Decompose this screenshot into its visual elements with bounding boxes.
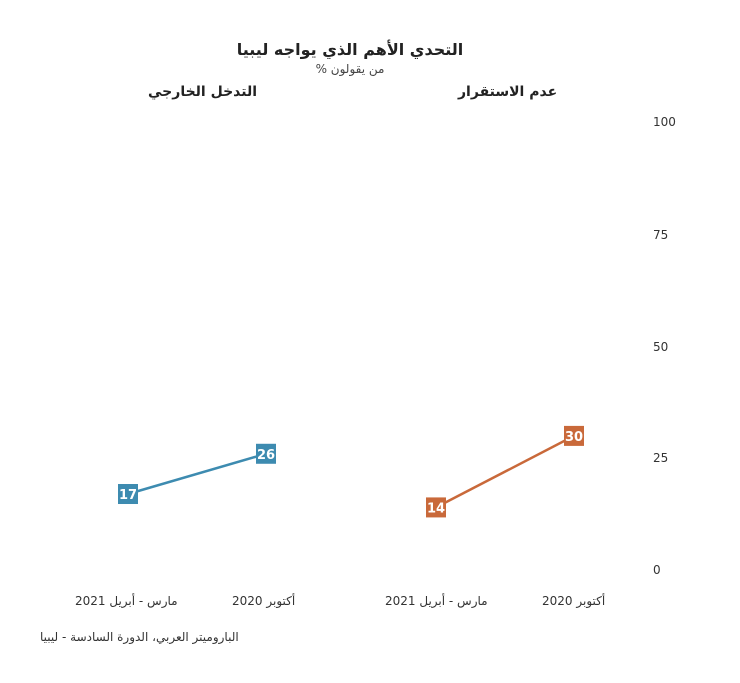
series-line — [127, 452, 267, 496]
data-point-marker — [118, 484, 138, 505]
y-tick-label: 50 — [653, 340, 669, 354]
x-tick-label: أكتوبر 2020 — [232, 594, 296, 608]
source-note: الباروميتر العربي، الدورة السادسة - ليبي… — [40, 630, 239, 644]
chart-title: التحدي الأهم الذي يواجه ليبيا — [236, 40, 464, 59]
data-label: 26 — [257, 448, 275, 463]
x-tick-label: مارس - أبريل 2021 — [385, 594, 488, 608]
data-label: 14 — [427, 501, 445, 516]
data-point-marker — [564, 425, 584, 446]
data-label: 30 — [565, 430, 583, 445]
panel-title-foreign-intervention: التدخل الخارجي — [148, 84, 258, 100]
series-line — [435, 434, 575, 509]
chart-subtitle: % من يقولون — [315, 62, 385, 76]
y-tick-label: 75 — [653, 228, 669, 242]
x-tick-label: أكتوبر 2020 — [542, 594, 606, 608]
x-tick-label: مارس - أبريل 2021 — [75, 594, 178, 608]
data-point-marker — [256, 443, 276, 464]
data-label: 17 — [119, 488, 137, 503]
y-tick-label: 100 — [653, 115, 676, 129]
y-tick-label: 25 — [653, 451, 669, 465]
panel-title-instability: عدم الاستقرار — [458, 84, 558, 100]
y-tick-label: 0 — [653, 563, 661, 577]
data-point-marker — [426, 497, 446, 518]
